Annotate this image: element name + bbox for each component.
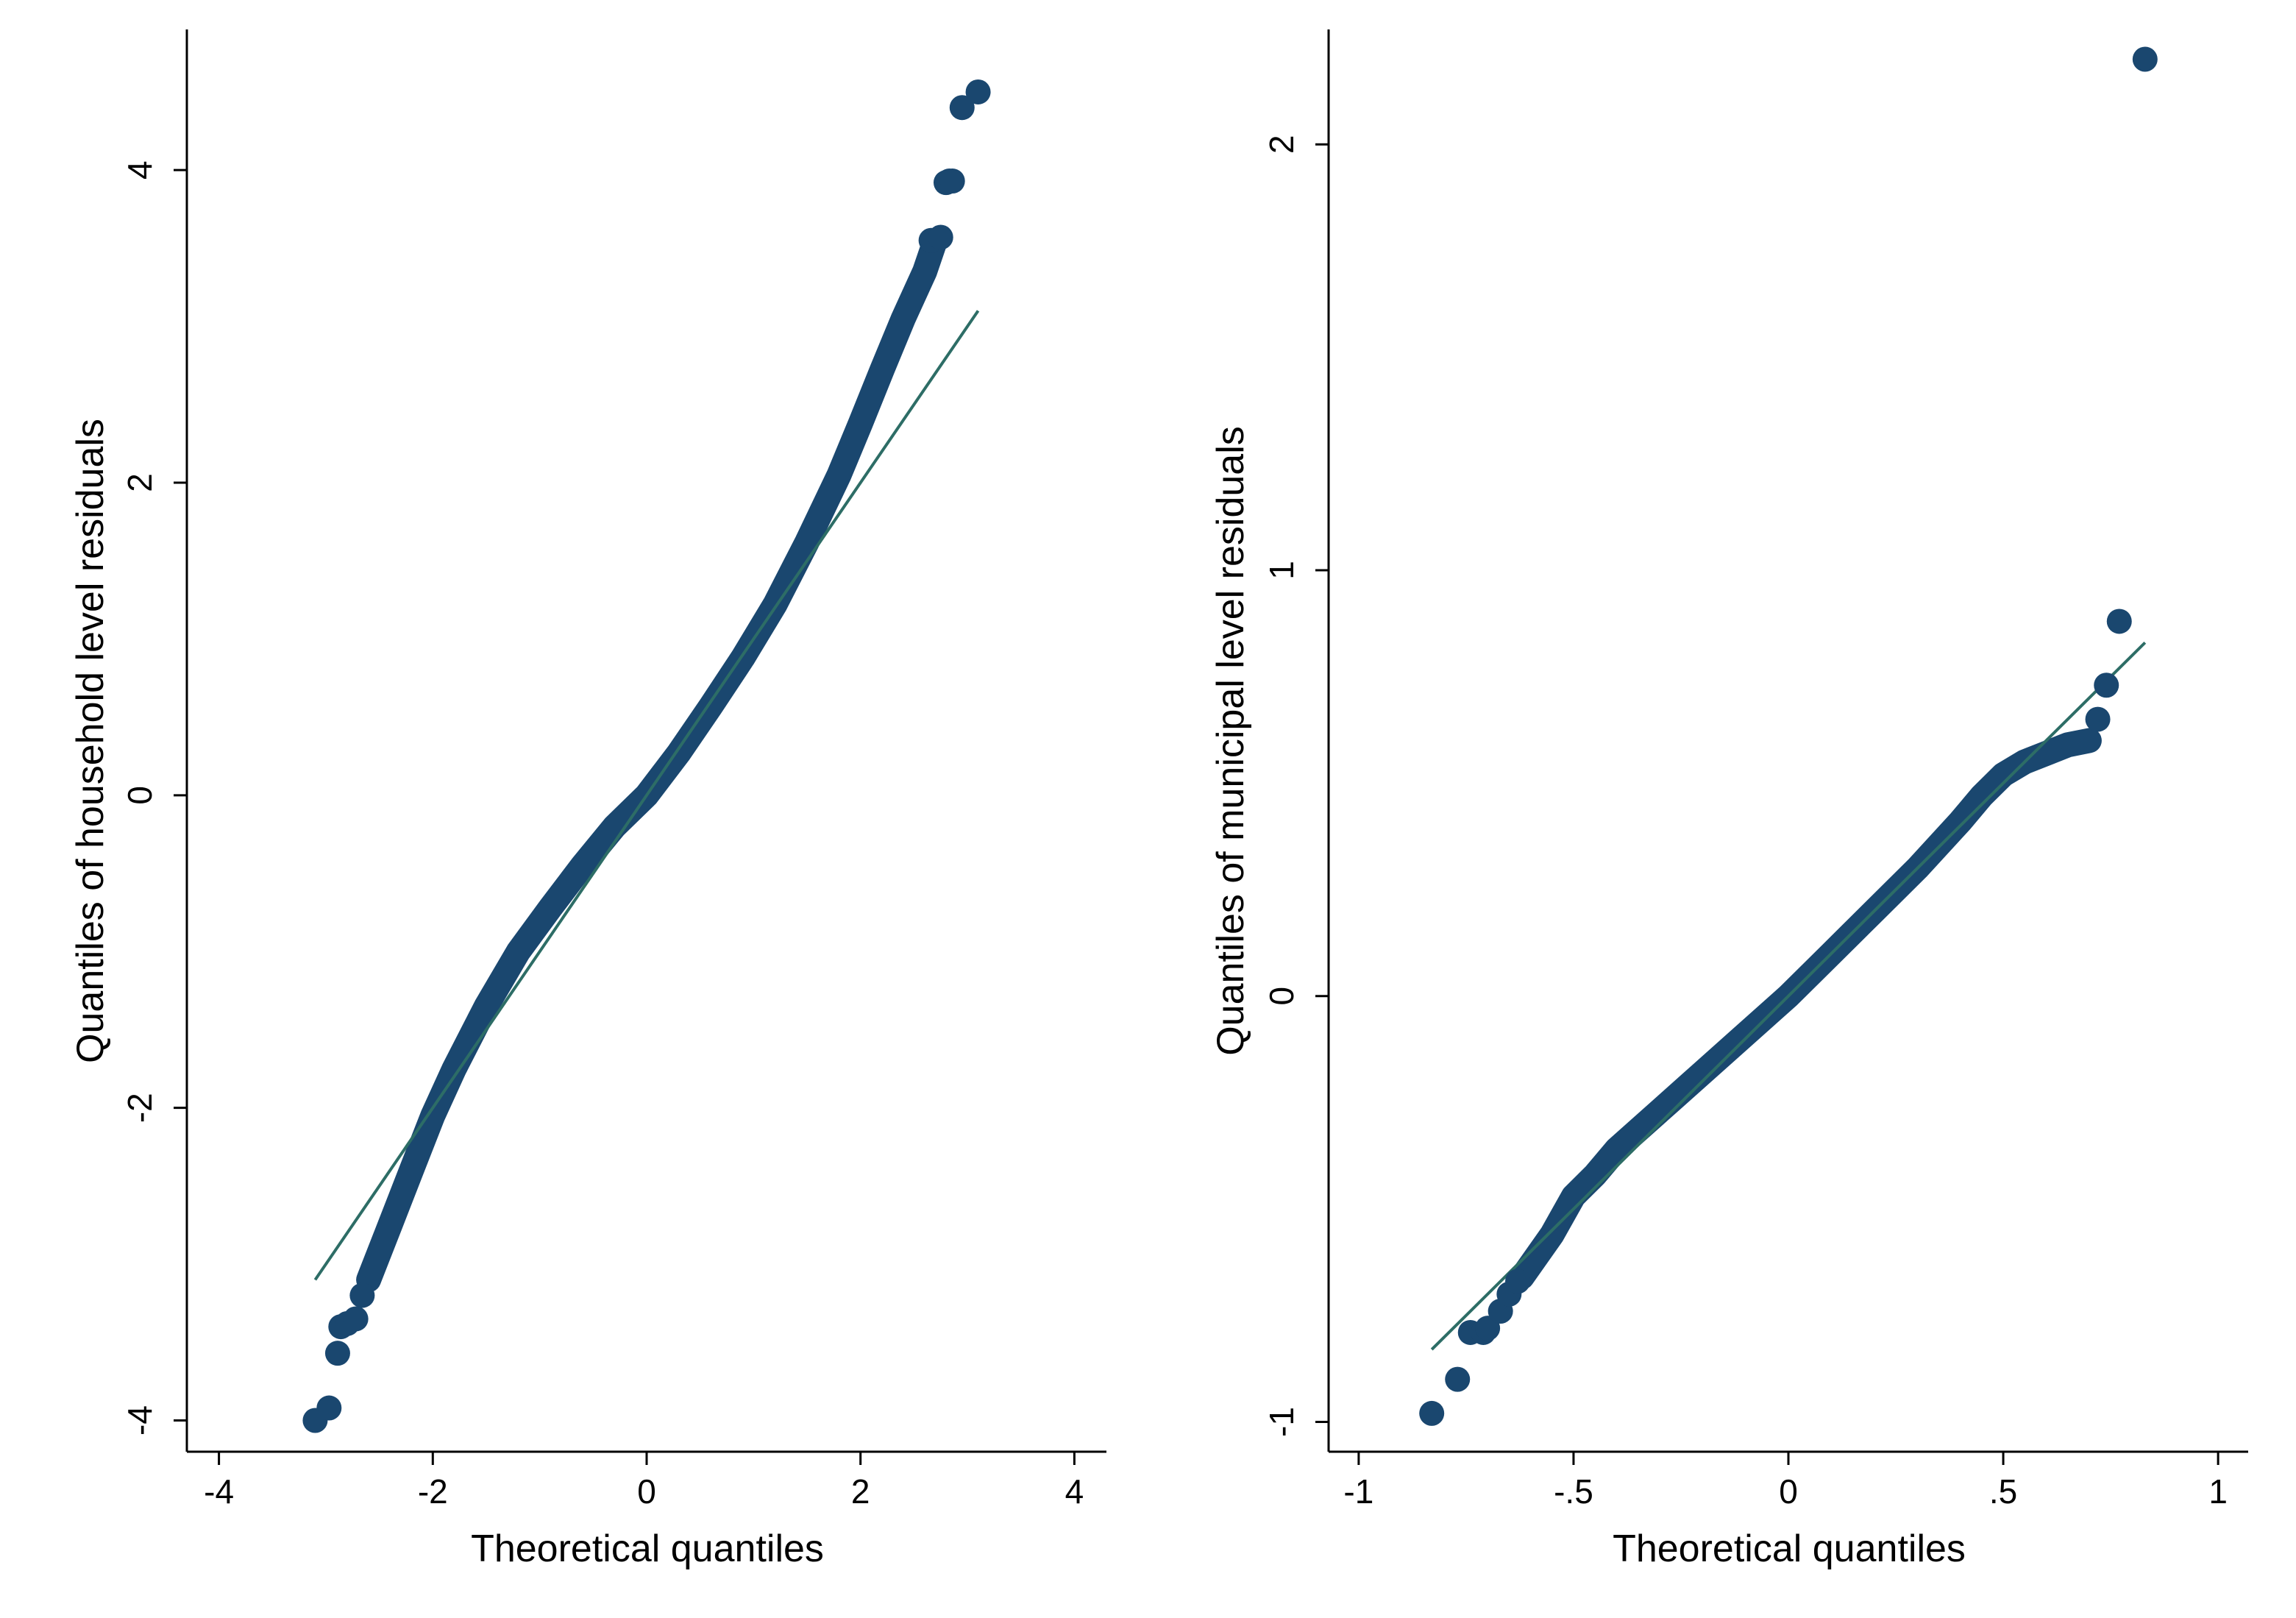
left-x-tick-label: 4 <box>1065 1472 1084 1511</box>
left-x-tick-label: 2 <box>851 1472 870 1511</box>
left-y-tick-label: -2 <box>121 1093 159 1123</box>
left-y-tick-label: -4 <box>121 1405 159 1436</box>
right-data-point <box>1475 1316 1501 1341</box>
right-data-point <box>1419 1400 1445 1426</box>
left-data-point <box>343 1306 369 1332</box>
right-y-tick-label: 2 <box>1262 135 1301 154</box>
right-x-tick-label: -.5 <box>1554 1472 1593 1511</box>
right-data-point <box>2085 706 2111 732</box>
right-x-tick-label: 0 <box>1779 1472 1798 1511</box>
right-y-axis-title: Quantiles of municipal level residuals <box>1209 426 1252 1056</box>
left-data-point <box>928 224 953 250</box>
right-quantile-points-band <box>1509 728 2102 1290</box>
left-qq-plot-panel: Theoretical quantiles Quantiles of house… <box>69 29 1106 1570</box>
right-y-tick-label: 1 <box>1262 561 1301 580</box>
right-data-point <box>2132 46 2158 72</box>
right-data-point <box>2094 673 2119 698</box>
left-x-tick-label: 0 <box>637 1472 656 1511</box>
right-x-tick-label: -1 <box>1343 1472 1373 1511</box>
right-y-tick-label: 0 <box>1262 987 1301 1006</box>
left-x-tick-label: -4 <box>204 1472 234 1511</box>
left-data-point <box>324 1341 350 1366</box>
left-data-point <box>949 95 975 121</box>
right-x-axis-title: Theoretical quantiles <box>1613 1527 1966 1570</box>
left-data-point <box>316 1395 342 1421</box>
right-data-point <box>2106 608 2132 634</box>
left-data-point <box>965 79 991 104</box>
right-y-tick-label: -1 <box>1262 1407 1301 1437</box>
left-x-axis-title: Theoretical quantiles <box>471 1527 824 1570</box>
left-data-point <box>349 1282 375 1308</box>
left-y-axis-title: Quantiles of household level residuals <box>69 419 112 1063</box>
left-y-tick-label: 0 <box>121 786 159 805</box>
right-reference-line <box>1430 641 2147 1351</box>
left-quantile-points-band <box>356 227 948 1293</box>
left-x-tick-label: -2 <box>418 1472 448 1511</box>
right-x-tick-label: .5 <box>1989 1472 2017 1511</box>
right-data-point <box>1505 1269 1531 1294</box>
left-data-point <box>939 168 965 194</box>
right-data-point <box>1445 1366 1471 1392</box>
right-qq-plot-panel: Theoretical quantiles Quantiles of munic… <box>1209 29 2248 1570</box>
right-x-tick-label: 1 <box>2208 1472 2228 1511</box>
left-y-tick-label: 4 <box>121 160 159 180</box>
left-y-tick-label: 2 <box>121 473 159 492</box>
left-reference-line <box>313 310 980 1281</box>
